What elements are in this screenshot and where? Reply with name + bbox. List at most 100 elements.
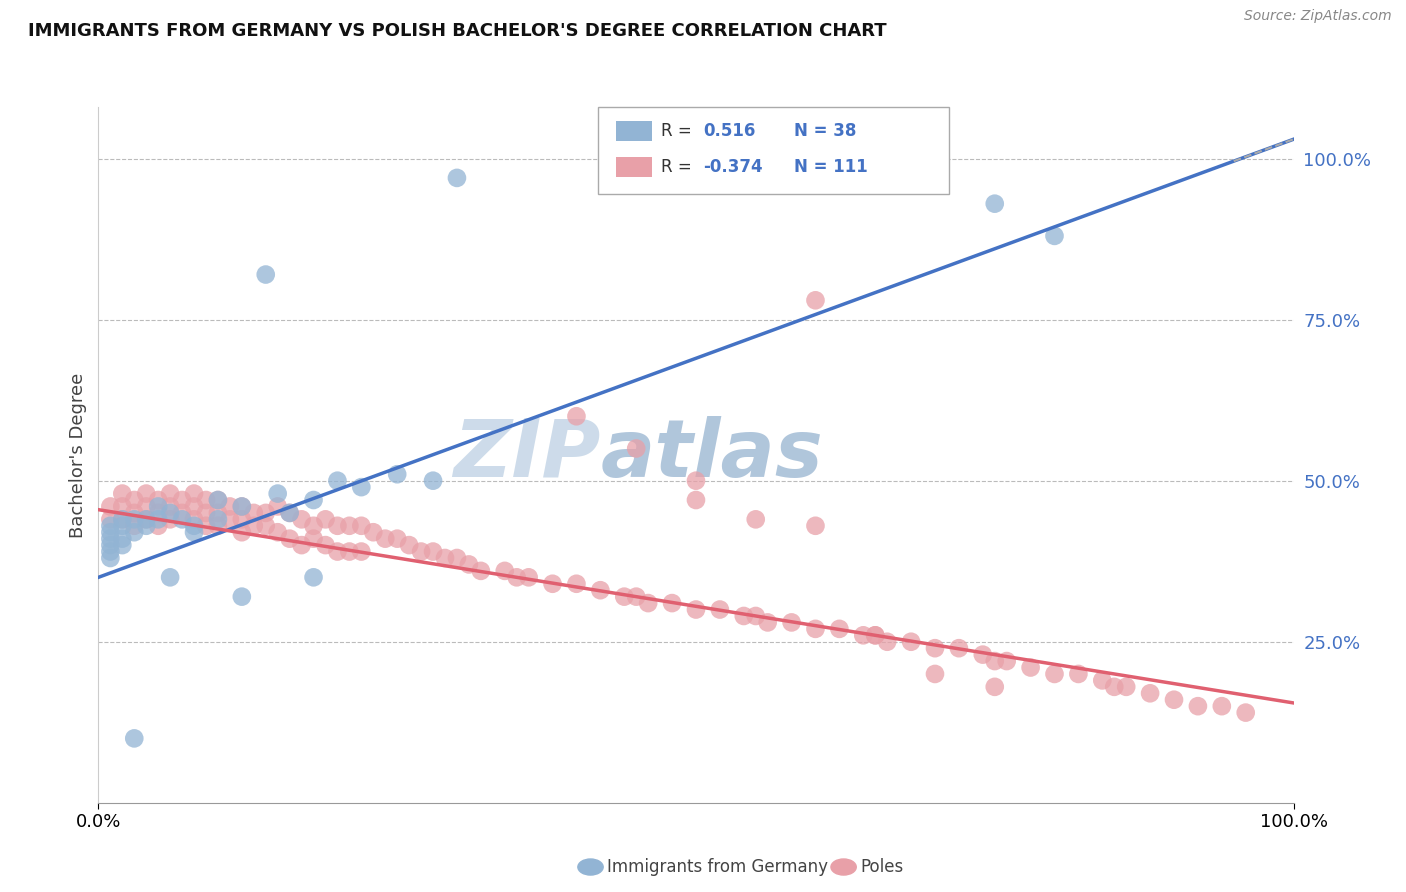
Point xyxy=(685,602,707,616)
Point xyxy=(924,641,946,656)
Text: N = 111: N = 111 xyxy=(794,158,868,176)
Y-axis label: Bachelor's Degree: Bachelor's Degree xyxy=(69,372,87,538)
Point xyxy=(804,622,827,636)
Point xyxy=(972,648,994,662)
Point xyxy=(984,654,1007,668)
Point xyxy=(1234,706,1257,720)
Point xyxy=(948,641,970,656)
Point xyxy=(1211,699,1233,714)
Point xyxy=(374,532,396,546)
Point xyxy=(172,493,194,508)
Point xyxy=(433,551,456,566)
Point xyxy=(98,551,122,566)
Point xyxy=(98,500,122,514)
Point xyxy=(159,500,181,514)
Point xyxy=(1139,686,1161,700)
Point xyxy=(219,500,242,514)
Point xyxy=(267,525,290,540)
Point xyxy=(1187,699,1209,714)
Point xyxy=(243,518,266,533)
Point xyxy=(1091,673,1114,688)
Point xyxy=(135,486,157,500)
Point xyxy=(98,538,122,552)
Point xyxy=(804,293,827,308)
Point xyxy=(350,480,373,494)
Point xyxy=(302,570,325,584)
Point xyxy=(194,506,218,520)
Point xyxy=(852,628,875,642)
Point xyxy=(422,474,444,488)
Point xyxy=(111,532,134,546)
Point xyxy=(111,518,134,533)
Text: ZIP: ZIP xyxy=(453,416,600,494)
Point xyxy=(231,500,253,514)
Point xyxy=(135,500,157,514)
Text: Poles: Poles xyxy=(860,858,904,876)
Point xyxy=(111,512,134,526)
Point xyxy=(398,538,420,552)
Point xyxy=(411,544,433,558)
Point xyxy=(756,615,779,630)
Point xyxy=(159,512,181,526)
Point xyxy=(98,512,122,526)
Point xyxy=(124,506,146,520)
Point xyxy=(291,512,314,526)
Text: -0.374: -0.374 xyxy=(703,158,762,176)
Text: atlas: atlas xyxy=(600,416,823,494)
Point xyxy=(565,409,588,424)
Point xyxy=(302,532,325,546)
Point xyxy=(1067,667,1090,681)
Point xyxy=(339,518,360,533)
Point xyxy=(1043,228,1066,243)
Text: R =: R = xyxy=(661,122,692,140)
Point xyxy=(326,544,349,558)
Point xyxy=(111,512,134,526)
Point xyxy=(828,622,851,636)
Point xyxy=(278,506,301,520)
Point xyxy=(111,500,134,514)
Point xyxy=(111,538,134,552)
Point xyxy=(231,512,253,526)
Point xyxy=(183,518,205,533)
Point xyxy=(98,525,122,540)
Point xyxy=(302,518,325,533)
Text: IMMIGRANTS FROM GERMANY VS POLISH BACHELOR'S DEGREE CORRELATION CHART: IMMIGRANTS FROM GERMANY VS POLISH BACHEL… xyxy=(28,22,887,40)
Text: Source: ZipAtlas.com: Source: ZipAtlas.com xyxy=(1244,9,1392,23)
Point xyxy=(135,518,157,533)
Point xyxy=(207,512,229,526)
Point xyxy=(207,493,229,508)
Point xyxy=(315,512,337,526)
Text: 0.516: 0.516 xyxy=(703,122,755,140)
Point xyxy=(1163,692,1185,706)
Point xyxy=(363,525,385,540)
Point xyxy=(613,590,636,604)
Point xyxy=(278,506,301,520)
Point xyxy=(219,512,242,526)
Point xyxy=(111,486,134,500)
Point xyxy=(231,525,253,540)
Point xyxy=(626,590,648,604)
Point xyxy=(924,667,946,681)
Point xyxy=(637,596,659,610)
Point xyxy=(589,583,612,598)
Point xyxy=(267,486,290,500)
Text: N = 38: N = 38 xyxy=(794,122,856,140)
Point xyxy=(995,654,1018,668)
Point xyxy=(159,486,181,500)
Point xyxy=(172,506,194,520)
Point xyxy=(124,512,146,526)
Point xyxy=(863,628,887,642)
Point xyxy=(780,615,803,630)
Point xyxy=(135,512,157,526)
Point xyxy=(984,196,1007,211)
Point xyxy=(148,500,170,514)
Point xyxy=(98,518,122,533)
Point xyxy=(458,558,481,572)
Point xyxy=(254,268,277,282)
Point xyxy=(231,500,253,514)
Point xyxy=(207,506,229,520)
Point xyxy=(876,634,898,648)
Point xyxy=(541,576,564,591)
Point xyxy=(98,544,122,558)
Point xyxy=(422,544,444,558)
